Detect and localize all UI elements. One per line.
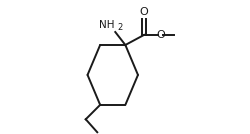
Text: 2: 2 xyxy=(118,23,123,32)
Text: O: O xyxy=(140,7,148,17)
Text: O: O xyxy=(156,30,165,40)
Text: NH: NH xyxy=(99,20,114,30)
